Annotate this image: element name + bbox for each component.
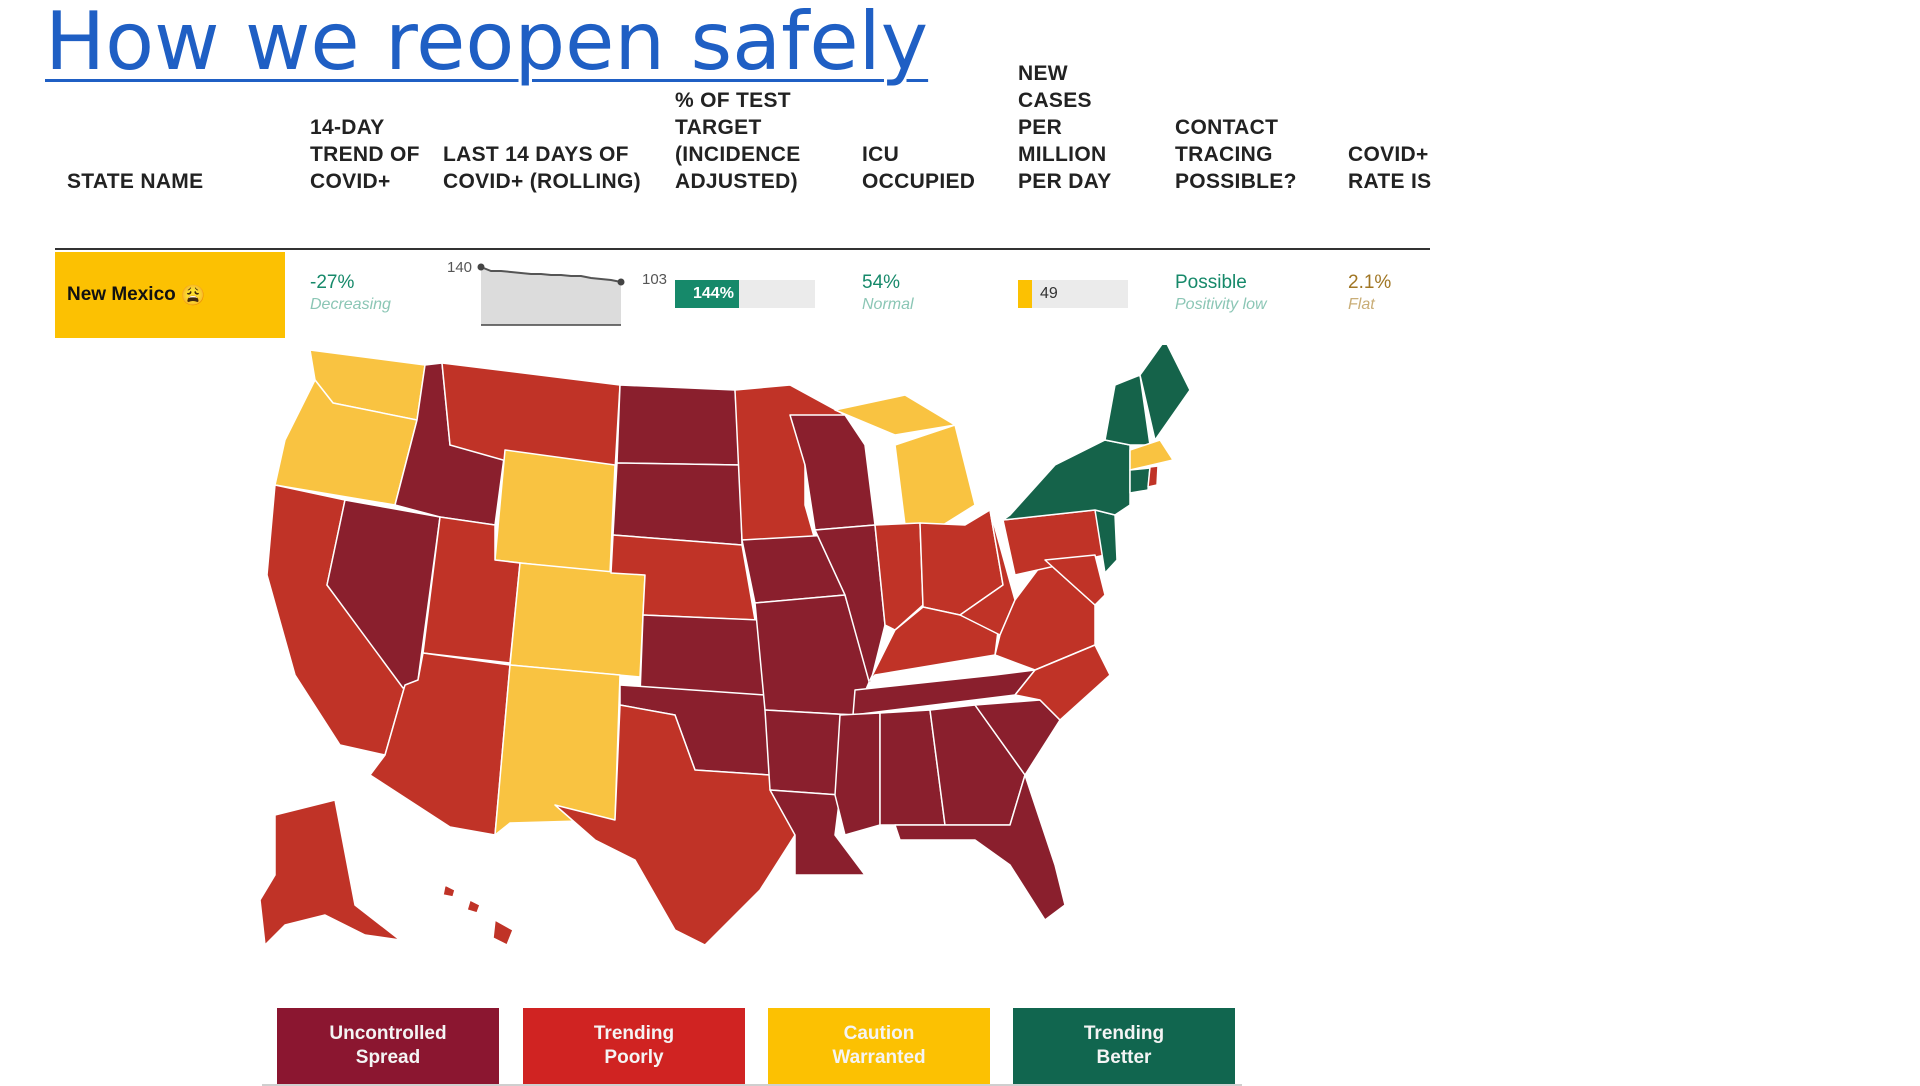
header-new-cases: NEW CASES PER MILLION PER DAY — [1018, 62, 1112, 193]
icu-value: 54% — [862, 272, 901, 293]
legend-label-line2: Warranted — [832, 1047, 926, 1068]
state-indiana[interactable] — [874, 522, 924, 631]
sparkline-end-label: 103 — [642, 271, 668, 288]
new-cases-bar-fill — [1018, 280, 1032, 308]
state-maine[interactable] — [1139, 345, 1191, 441]
state-massachusetts[interactable] — [1129, 439, 1174, 471]
state-north-dakota[interactable] — [616, 384, 741, 466]
state-vermont-nh[interactable] — [1104, 374, 1151, 446]
legend-label-line2: Better — [1096, 1047, 1152, 1068]
header-icu-occupied: ICU OCCUPIED — [862, 143, 976, 193]
contact-tracing-label: Positivity low — [1175, 296, 1267, 313]
legend-label-line2: Spread — [355, 1047, 421, 1068]
header-14-day-trend: 14-DAY TREND OF COVID+ — [310, 116, 420, 193]
us-states-map — [259, 345, 1191, 945]
state-new-york[interactable] — [1002, 439, 1131, 521]
header-contact-tracing: CONTACT TRACING POSSIBLE? — [1175, 116, 1297, 193]
state-mississippi[interactable] — [834, 712, 881, 836]
legend-label-line1: Trending — [1083, 1023, 1165, 1044]
header-last-14-days: LAST 14 DAYS OF COVID+ (ROLLING) — [443, 143, 641, 193]
new-cases-value: 49 — [1040, 285, 1058, 302]
state-connecticut[interactable] — [1129, 467, 1151, 494]
contact-tracing-value: Possible — [1175, 272, 1247, 293]
state-name-cell[interactable]: New Mexico 😩 — [55, 252, 285, 338]
sparkline-start-label: 140 — [447, 259, 473, 276]
state-metrics-table: STATE NAME 14-DAY TREND OF COVID+ LAST 1… — [55, 62, 1431, 340]
legend-label-line1: Trending — [593, 1023, 675, 1044]
new-cases-bar — [1018, 280, 1128, 308]
legend-label-line1: Caution — [843, 1023, 915, 1044]
state-new-mexico[interactable] — [494, 664, 621, 836]
legend-label-line1: Uncontrolled — [329, 1023, 447, 1044]
state-north-carolina[interactable] — [1014, 644, 1111, 721]
state-maryland[interactable] — [1044, 554, 1106, 606]
state-michigan[interactable] — [894, 424, 976, 531]
legend-caution-warranted[interactable]: Caution Warranted — [768, 1008, 990, 1084]
slide-title: How we reopen safely — [45, 0, 929, 88]
state-florida[interactable] — [894, 774, 1066, 921]
covid-rate-label: Flat — [1348, 296, 1375, 313]
legend-trending-poorly[interactable]: Trending Poorly — [523, 1008, 745, 1084]
header-covid-rate: COVID+ RATE IS — [1348, 143, 1432, 193]
header-state-name: STATE NAME — [67, 170, 204, 193]
legend-trending-better[interactable]: Trending Better — [1013, 1008, 1235, 1084]
legend-uncontrolled-spread[interactable]: Uncontrolled Spread — [277, 1008, 499, 1084]
sparkline: 140 103 — [445, 255, 675, 335]
state-hawaii[interactable] — [442, 884, 514, 945]
legend-label-line2: Poorly — [604, 1047, 664, 1068]
header-divider — [55, 248, 1430, 250]
header-test-target: % OF TEST TARGET (INCIDENCE ADJUSTED) — [675, 89, 801, 193]
icu-label: Normal — [862, 296, 914, 313]
state-rhode-island[interactable] — [1147, 465, 1159, 488]
state-west-virginia[interactable] — [959, 509, 1016, 636]
test-target-value: 144% — [675, 280, 739, 308]
state-colorado[interactable] — [509, 562, 646, 678]
state-name: New Mexico — [67, 284, 176, 305]
trend-value: -27% — [310, 272, 355, 293]
state-south-dakota[interactable] — [612, 462, 743, 546]
state-illinois[interactable] — [814, 524, 886, 686]
covid-rate-value: 2.1% — [1348, 272, 1392, 293]
worried-face-icon: 😩 — [180, 284, 206, 307]
state-alaska[interactable] — [259, 799, 401, 945]
state-wyoming[interactable] — [494, 449, 616, 574]
trend-label: Decreasing — [310, 296, 391, 313]
state-texas[interactable] — [554, 704, 796, 945]
state-michigan-up[interactable] — [834, 394, 956, 436]
